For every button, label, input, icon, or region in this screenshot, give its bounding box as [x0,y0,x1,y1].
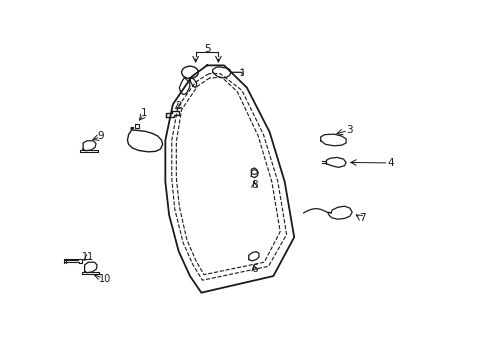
Text: 9: 9 [98,131,104,141]
Text: 4: 4 [386,158,393,168]
Text: 7: 7 [358,213,365,224]
Text: 3: 3 [345,125,352,135]
Text: 10: 10 [99,274,111,284]
Text: 5: 5 [203,44,210,54]
Text: 2: 2 [175,100,182,111]
Text: 1: 1 [140,108,147,118]
Text: 11: 11 [82,252,94,262]
Text: 8: 8 [250,180,257,190]
Text: 6: 6 [250,264,257,274]
